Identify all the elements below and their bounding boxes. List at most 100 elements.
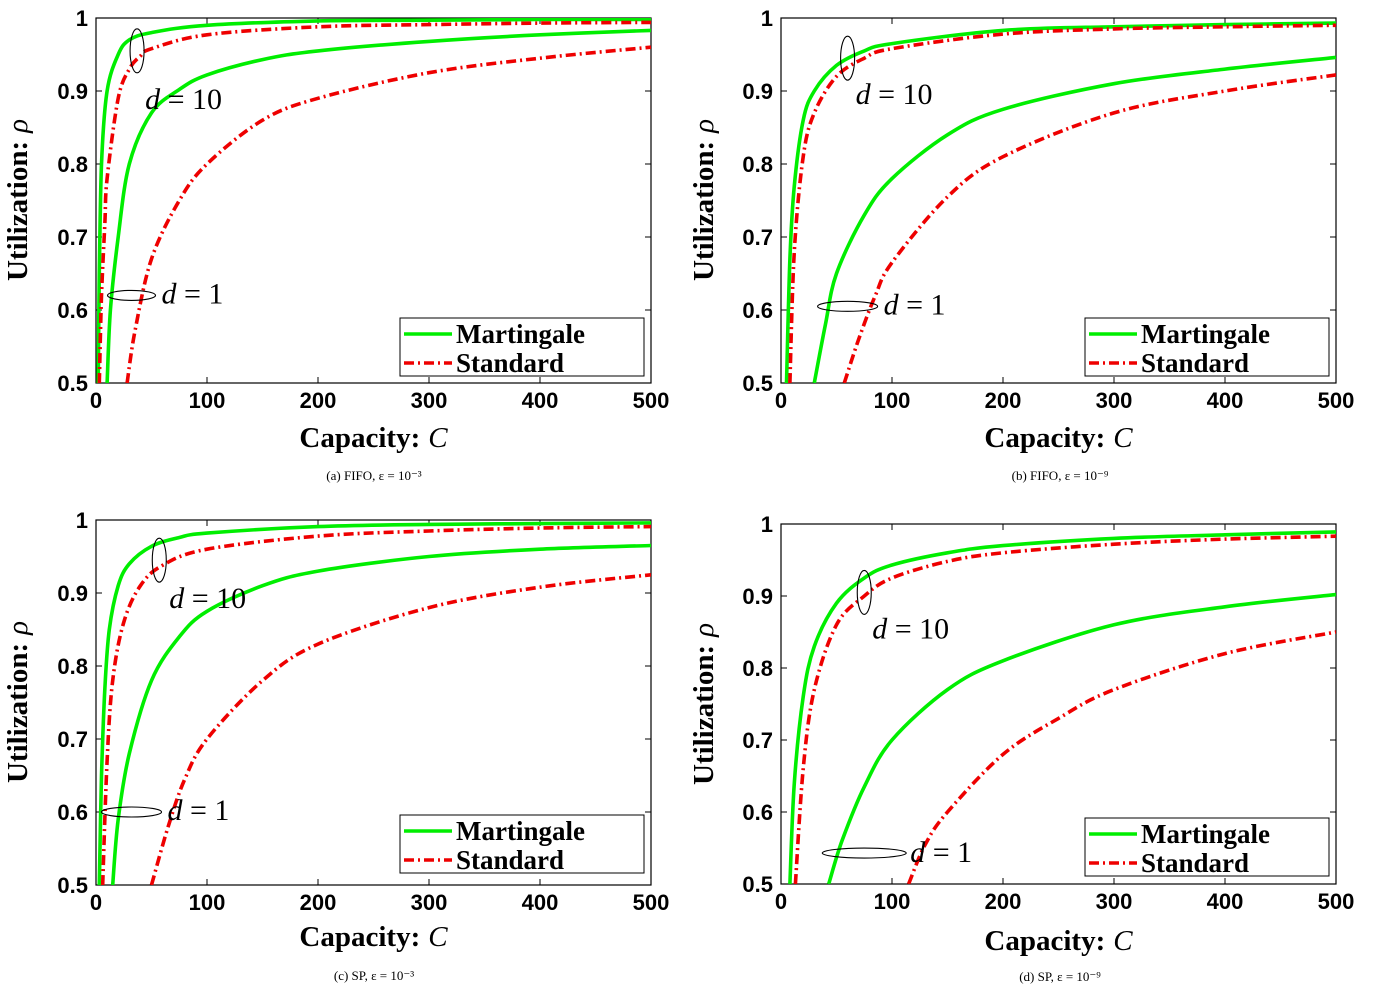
x-axis-label: Capacity: C [984,925,1133,957]
y-tick-label: 1 [76,508,88,533]
x-tick-label: 100 [189,388,226,413]
x-tick-label: 400 [1207,388,1244,413]
y-tick-label: 1 [76,6,88,31]
y-tick-label: 0.6 [57,298,88,323]
x-tick-label: 500 [633,890,670,915]
series-line-standard-d1 [149,573,651,885]
series-line-martingale-d10 [97,521,651,885]
series-group [96,18,651,383]
y-tick-label: 0.6 [742,800,773,825]
y-axis-label: Utilization:ρ [688,623,720,785]
series-line-martingale-d10 [96,18,651,383]
x-tick-label: 300 [1096,889,1133,914]
chart-panel-2: 0 100 200 300 400 500 0.5 0.6 0.7 0.8 0.9 1 d = 10 d … [688,6,1354,483]
annotation-label: d = 1 [884,288,946,321]
series-line-martingale-d1 [110,543,651,885]
panel-caption: (d) SP, ε = 10⁻⁹ [1019,969,1101,984]
series-line-standard-d1 [842,73,1336,383]
x-tick-label: 300 [411,890,448,915]
x-tick-label: 100 [189,890,226,915]
series-line-martingale-d1 [105,28,651,383]
y-tick-label: 1 [761,6,773,31]
legend-label-martingale: Martingale [456,319,585,349]
x-tick-label: 400 [522,890,559,915]
x-tick-label: 0 [90,388,102,413]
legend-box [1084,817,1330,877]
series-line-martingale-d1 [812,55,1336,383]
y-tick-label: 0.6 [57,800,88,825]
x-axis-label: Capacity: C [299,422,448,454]
x-tick-label: 200 [300,890,337,915]
y-tick-label: 0.5 [57,371,88,396]
x-tick-label: 200 [985,889,1022,914]
annotation-label: d = 1 [910,836,972,869]
legend-label-standard: Standard [456,845,564,875]
x-tick-label: 200 [300,388,337,413]
x-tick-label: 300 [411,388,448,413]
x-axis-label: Capacity: C [299,921,448,953]
panel-caption: (b) FIFO, ε = 10⁻⁹ [1012,468,1109,483]
x-tick-label: 0 [90,890,102,915]
y-tick-label: 0.7 [57,225,88,250]
y-tick-label: 1 [761,512,773,537]
annotation-label: d = 1 [168,794,230,827]
y-tick-label: 0.8 [742,656,773,681]
x-tick-label: 500 [1318,388,1355,413]
y-tick-label: 0.9 [57,581,88,606]
series-group [788,530,1336,884]
series-line-standard-d10 [100,524,651,885]
series-line-martingale-d1 [826,592,1336,884]
series-line-martingale-d10 [784,21,1336,383]
legend-label-standard: Standard [1141,348,1249,378]
series-line-standard-d10 [788,23,1336,383]
legend-label-martingale: Martingale [456,816,585,846]
x-axis-label: Capacity: C [984,422,1133,454]
panel-caption: (a) FIFO, ε = 10⁻³ [326,468,422,483]
y-tick-label: 0.5 [742,872,773,897]
annotation-ellipse [821,847,907,859]
x-tick-label: 400 [522,388,559,413]
x-tick-label: 300 [1096,388,1133,413]
legend-label-martingale: Martingale [1141,819,1270,849]
annotation-label: d = 10 [169,582,246,615]
series-line-standard-d10 [793,534,1336,884]
x-tick-label: 0 [775,388,787,413]
legend-label-standard: Standard [456,348,564,378]
annotation-ellipse [129,28,145,74]
panel-caption: (c) SP, ε = 10⁻³ [334,968,414,983]
annotation-ellipse [151,537,167,583]
y-tick-label: 0.7 [742,225,773,250]
x-tick-label: 500 [1318,889,1355,914]
chart-panel-4: 0 100 200 300 400 500 0.5 0.6 0.7 0.8 0.9 1 d = 10 d … [688,512,1354,984]
annotation-ellipse [840,35,856,81]
x-tick-label: 100 [874,889,911,914]
y-tick-label: 0.8 [57,152,88,177]
legend-box [399,814,645,874]
y-tick-label: 0.8 [57,654,88,679]
x-tick-label: 100 [874,388,911,413]
x-tick-label: 500 [633,388,670,413]
y-tick-label: 0.6 [742,298,773,323]
y-axis-label: Utilization:ρ [2,621,34,783]
series-line-standard-d10 [97,20,651,383]
x-tick-label: 400 [1207,889,1244,914]
annotation-ellipse [856,569,872,615]
series-group [784,21,1336,383]
y-axis-label: Utilization:ρ [2,119,34,281]
legend-label-standard: Standard [1141,848,1249,878]
legend-label-martingale: Martingale [1141,319,1270,349]
y-tick-label: 0.9 [742,584,773,609]
y-tick-label: 0.5 [742,371,773,396]
legend-box [1084,317,1330,377]
y-tick-label: 0.9 [742,79,773,104]
y-tick-label: 0.9 [57,79,88,104]
x-tick-label: 200 [985,388,1022,413]
y-tick-label: 0.7 [742,728,773,753]
annotation-ellipse [106,289,157,301]
chart-panel-3: 0 100 200 300 400 500 0.5 0.6 0.7 0.8 0.9 1 d = 10 d … [2,508,669,983]
